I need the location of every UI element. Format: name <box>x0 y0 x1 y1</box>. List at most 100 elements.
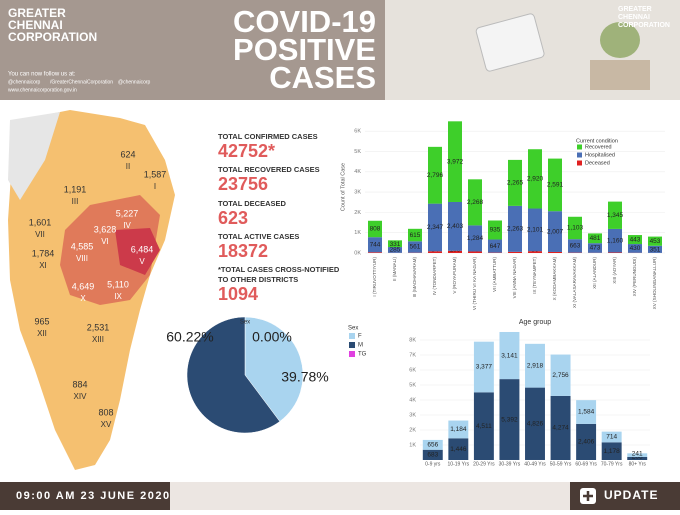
books <box>590 60 650 90</box>
data-label: 1,284 <box>467 235 484 242</box>
zone-name: XIV <box>74 392 88 401</box>
y-tick-label: 7K <box>409 352 416 358</box>
x-tick-label: XIII (ADYAR) <box>612 257 617 284</box>
stat-value: 23756 <box>218 174 268 194</box>
data-label: 351 <box>650 247 661 254</box>
data-label: 3,377 <box>476 364 493 371</box>
data-label: 2,101 <box>527 227 544 234</box>
legend-entry: F <box>358 334 362 340</box>
zone-name: XII <box>37 329 47 338</box>
zone-name: XI <box>39 261 47 270</box>
zone-name: VII <box>35 230 45 239</box>
zone-name: V <box>139 257 145 266</box>
legend-entry: Hospitalised <box>585 152 615 158</box>
legend-swatch <box>349 342 355 348</box>
zone-name: I <box>154 182 156 191</box>
legend-entry: TG <box>358 352 367 358</box>
y-tick-label: 0K <box>354 250 361 256</box>
social-handle: /GreaterChennaiCorporation <box>50 79 113 85</box>
x-tick-label: VI (THIRU VI KA NAGAR) <box>472 257 477 311</box>
x-tick-label: 30-39 Yrs <box>499 461 521 467</box>
data-label: 615 <box>410 232 421 239</box>
y-tick-label: 6K <box>409 367 416 373</box>
corner-logo: CHENNAI <box>618 14 650 21</box>
data-label: 241 <box>632 451 643 458</box>
data-label: 2,403 <box>447 223 464 230</box>
pie-label: 60.22% <box>166 329 213 345</box>
update-button[interactable]: UPDATE <box>604 488 658 502</box>
data-label: 473 <box>590 245 601 252</box>
stat-value: 18372 <box>218 241 268 261</box>
zone-cases: 4,585 <box>71 241 94 251</box>
x-tick-label: IX (TEYNAMPET) <box>532 257 537 294</box>
y-tick-label: 3K <box>409 412 416 418</box>
data-label: 1,160 <box>607 237 624 244</box>
data-label: 4,826 <box>527 421 544 428</box>
x-tick-label: XV (SHOLINGANALLUR) <box>652 257 657 310</box>
data-label: 2,756 <box>552 372 569 379</box>
x-tick-label: XIV (PERUNGUDI) <box>632 257 637 297</box>
x-tick-label: X (KODAMBAKKAM) <box>552 257 557 301</box>
legend-entry: Recovered <box>585 144 612 150</box>
y-tick-label: 1K <box>354 230 361 236</box>
social-handle: @chennaicorp <box>118 79 151 85</box>
data-label: 744 <box>370 241 381 248</box>
y-tick-label: 6K <box>354 129 361 135</box>
data-label: 2,263 <box>507 226 524 233</box>
chart-title: Age group <box>519 319 551 326</box>
data-label: 2,918 <box>527 362 544 369</box>
data-label: 443 <box>630 236 641 243</box>
x-tick-label: 0-9 yrs <box>425 461 441 467</box>
data-label: 561 <box>410 244 421 251</box>
legend-swatch <box>349 333 355 339</box>
data-label: 714 <box>606 434 617 441</box>
zone-cases: 965 <box>34 316 49 326</box>
zone-cases: 2,531 <box>87 322 110 332</box>
y-tick-label: 4K <box>354 169 361 175</box>
pie-label: 0.00% <box>252 329 292 345</box>
x-tick-label: V (ROYAPURAM) <box>452 257 457 294</box>
data-label: 331 <box>390 241 401 248</box>
data-label: 1,584 <box>578 409 595 416</box>
data-label: 683 <box>427 452 438 459</box>
x-tick-label: 60-69 Yrs <box>575 461 597 467</box>
x-tick-label: 10-19 Yrs <box>448 461 470 467</box>
data-label: 2,591 <box>547 182 564 189</box>
y-tick-label: 1K <box>409 442 416 448</box>
zone-name: III <box>72 197 79 206</box>
legend-swatch <box>577 161 582 166</box>
x-tick-label: I (TIRUVOTTIYUR) <box>372 257 377 297</box>
data-label: 2,406 <box>578 439 595 446</box>
y-axis-title: Count of Total Case <box>340 163 346 211</box>
x-tick-label: 50-59 Yrs <box>550 461 572 467</box>
zone-cases: 624 <box>120 149 135 159</box>
zone-cases: 5,227 <box>116 208 139 218</box>
y-tick-label: 5K <box>409 382 416 388</box>
data-label: 481 <box>590 235 601 242</box>
zone-cases: 3,628 <box>94 224 117 234</box>
zone-name: XV <box>101 420 112 429</box>
zone-name: XIII <box>92 335 104 344</box>
x-tick-label: VIII (ANNA NAGAR) <box>512 257 517 299</box>
zone-name: II <box>126 162 130 171</box>
website: www.chennaicorporation.gov.in <box>8 87 77 93</box>
data-label: 1,178 <box>604 448 621 455</box>
y-tick-label: 4K <box>409 397 416 403</box>
footer-middle <box>170 482 570 510</box>
data-label: 4,511 <box>476 423 492 430</box>
data-label: 453 <box>650 238 661 245</box>
x-tick-label: 20-29 Yrs <box>473 461 495 467</box>
zone-cases: 1,784 <box>32 248 55 258</box>
x-tick-label: 40-49 Yrs <box>524 461 546 467</box>
data-label: 2,347 <box>427 224 444 231</box>
y-tick-label: 5K <box>354 149 361 155</box>
x-tick-label: 70-79 Yrs <box>601 461 623 467</box>
zone-name: IV <box>123 221 131 230</box>
stat-value: 1094 <box>218 284 258 304</box>
title: CASES <box>269 60 376 95</box>
data-label: 2,796 <box>427 172 444 179</box>
corner-logo: CORPORATION <box>618 22 670 29</box>
stat-label: TOTAL ACTIVE CASES <box>218 232 299 241</box>
stat-label: TO OTHER DISTRICTS <box>218 275 298 284</box>
data-label: 1,446 <box>450 446 467 453</box>
